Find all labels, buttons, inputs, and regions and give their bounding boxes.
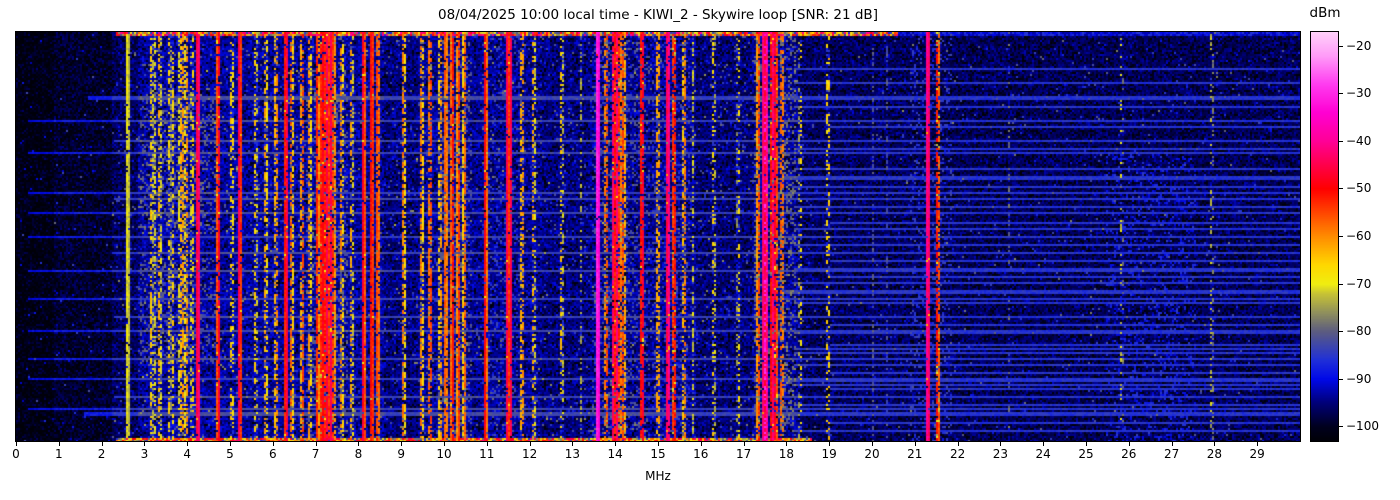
colorbar-tick-label: −80	[1346, 324, 1372, 339]
colorbar-tick-label: −40	[1346, 133, 1372, 148]
x-tick	[58, 442, 60, 446]
x-tick-label: 8	[354, 447, 363, 461]
colorbar-tick-label: −20	[1346, 38, 1372, 53]
spectrogram-canvas	[16, 32, 1300, 441]
x-tick	[1171, 442, 1173, 446]
x-tick	[1128, 442, 1130, 446]
x-tick	[829, 442, 831, 446]
x-tick	[572, 442, 574, 446]
x-tick	[315, 442, 317, 446]
x-tick-label: 19	[821, 447, 837, 461]
x-tick	[486, 442, 488, 446]
x-tick	[1086, 442, 1087, 446]
colorbar-title: dBm	[1309, 5, 1341, 21]
x-tick-label: 10	[436, 447, 452, 461]
x-axis-label: MHz	[645, 469, 671, 483]
x-tick	[1043, 442, 1045, 446]
x-tick-label: 25	[1078, 447, 1094, 461]
x-tick-label: 5	[226, 447, 234, 461]
x-tick	[272, 442, 274, 446]
x-tick	[144, 442, 146, 446]
x-tick-label: 28	[1206, 447, 1223, 461]
x-tick-label: 21	[907, 447, 923, 461]
x-tick	[1214, 442, 1216, 446]
x-tick-label: 1	[54, 447, 63, 461]
x-tick-label: 9	[397, 447, 406, 461]
x-tick	[230, 442, 231, 446]
x-tick-label: 0	[12, 447, 20, 461]
x-tick-label: 27	[1163, 447, 1180, 461]
x-tick	[1257, 442, 1259, 446]
colorbar-tick	[1339, 378, 1343, 380]
colorbar-tick	[1339, 283, 1343, 285]
x-tick-label: 14	[607, 447, 623, 461]
colorbar	[1310, 31, 1339, 442]
x-tick-label: 4	[183, 447, 192, 461]
x-tick-label: 26	[1121, 447, 1137, 461]
x-tick	[444, 442, 445, 446]
x-tick-label: 22	[949, 447, 966, 461]
colorbar-tick	[1339, 140, 1343, 142]
colorbar-tick	[1339, 93, 1343, 95]
colorbar-tick-label: −50	[1346, 181, 1372, 196]
colorbar-tick	[1339, 188, 1343, 190]
x-tick	[401, 442, 403, 446]
x-tick-label: 11	[479, 447, 495, 461]
x-tick	[914, 442, 916, 446]
x-tick-label: 20	[864, 447, 880, 461]
colorbar-tick-label: −70	[1346, 276, 1372, 291]
colorbar-tick-label: −60	[1346, 229, 1372, 243]
x-tick-label: 7	[311, 447, 320, 461]
x-tick	[187, 442, 189, 446]
x-tick-label: 17	[735, 447, 752, 461]
x-tick	[957, 442, 959, 446]
x-tick-label: 24	[1035, 447, 1051, 461]
colorbar-tick	[1339, 331, 1343, 333]
x-tick	[700, 442, 702, 446]
x-tick-label: 13	[564, 447, 581, 461]
x-tick-label: 3	[140, 447, 149, 461]
x-tick	[1000, 442, 1002, 446]
x-tick	[529, 442, 531, 446]
chart-title: 08/04/2025 10:00 local time - KIWI_2 - S…	[438, 7, 878, 23]
x-tick-label: 2	[97, 447, 106, 461]
x-tick-label: 29	[1249, 447, 1265, 461]
x-tick-label: 23	[992, 447, 1009, 461]
x-tick-label: 6	[268, 447, 277, 461]
x-tick	[658, 442, 659, 446]
colorbar-tick	[1339, 426, 1343, 428]
colorbar-tick-label: −90	[1346, 371, 1372, 386]
x-tick-label: 16	[693, 447, 709, 461]
colorbar-tick	[1339, 45, 1343, 47]
x-tick-label: 18	[778, 447, 795, 461]
colorbar-tick-label: −100	[1346, 419, 1379, 434]
colorbar-tick-label: −30	[1346, 86, 1372, 101]
x-tick	[786, 442, 788, 446]
colorbar-canvas	[1311, 32, 1338, 441]
x-tick	[101, 442, 103, 446]
colorbar-tick	[1339, 236, 1343, 237]
x-tick	[743, 442, 745, 446]
x-tick	[16, 442, 17, 446]
x-tick-label: 12	[521, 447, 538, 461]
x-tick	[358, 442, 360, 446]
x-tick-label: 15	[650, 447, 666, 461]
x-tick	[872, 442, 873, 446]
spectrogram-plot	[15, 31, 1301, 442]
x-tick	[615, 442, 617, 446]
